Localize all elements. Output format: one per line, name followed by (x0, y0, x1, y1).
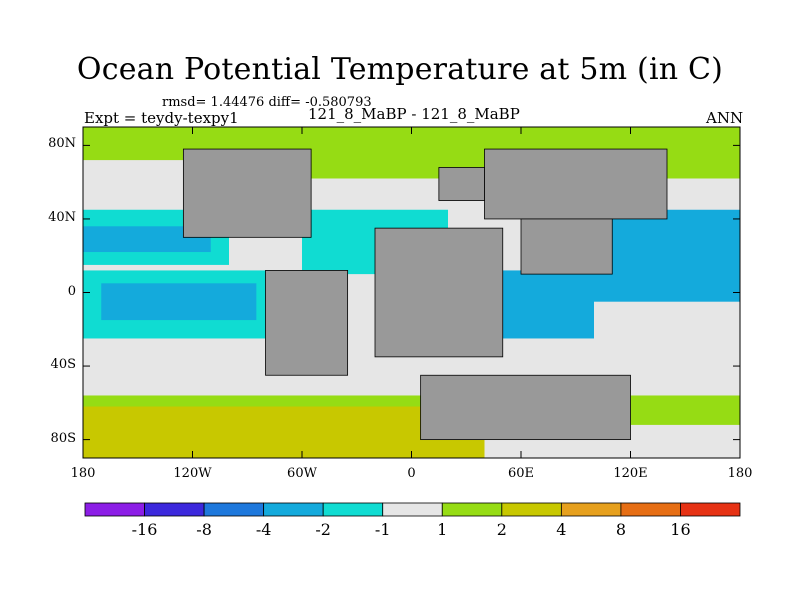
colorbar-bin (501, 502, 562, 517)
y-tick-label: 40N (48, 209, 76, 225)
colorbar-bin (560, 502, 622, 517)
x-tick-label: 60E (507, 466, 535, 481)
x-tick-label: 120W (173, 466, 212, 481)
colorbar-bin (144, 502, 205, 517)
colorbar-label: 1 (437, 520, 448, 539)
colorbar-bin (263, 502, 324, 517)
y-tick-label: 40S (50, 357, 76, 373)
colorbar-label: -4 (255, 520, 272, 539)
colorbar-label: -1 (374, 520, 391, 539)
tick-layer (82, 127, 741, 458)
colorbar-label: -8 (196, 520, 212, 539)
x-tick-label: 180 (727, 466, 753, 481)
x-tick-label: 180 (70, 466, 96, 481)
colorbar-label: -16 (131, 520, 158, 539)
colorbar-label: 8 (615, 520, 626, 539)
land-india-asia (520, 218, 613, 275)
colorbar-bin (84, 502, 145, 517)
colorbar-bin (680, 502, 741, 517)
comparison-label: 121_8_MaBP - 121_8_MaBP (308, 105, 520, 123)
field-equatorial-pacific-blue (101, 283, 257, 321)
y-tick-label: 80N (48, 136, 76, 152)
land-africa (374, 227, 504, 358)
colorbar-bin (382, 502, 443, 517)
x-tick-label: 120E (613, 466, 648, 481)
colorbar-bin (203, 502, 265, 517)
field-west-pacific-blue (594, 209, 740, 302)
colorbar (84, 502, 741, 517)
x-tick-label: 60W (287, 466, 317, 481)
field-antarctic-yellow (83, 406, 485, 458)
land-south-america (265, 270, 349, 376)
land-australia-antarctica (420, 374, 631, 441)
colorbar-bin (441, 502, 503, 517)
y-tick-label: 80S (50, 430, 76, 446)
colorbar-bin (620, 502, 681, 517)
colorbar-label: 16 (670, 520, 691, 539)
colorbar-label: 4 (556, 520, 567, 539)
experiment-label: Expt = teydy-texpy1 (84, 109, 239, 127)
plot-layer (82, 126, 741, 459)
land-north-america (182, 148, 312, 238)
stats-text: rmsd= 1.44476 diff= -0.580793 (162, 95, 372, 110)
colorbar-label: -2 (315, 520, 331, 539)
colorbar-bin (322, 502, 384, 517)
y-tick-label: 0 (67, 283, 76, 299)
season-label: ANN (706, 109, 744, 127)
colorbar-label: 2 (496, 520, 507, 539)
x-tick-label: 0 (407, 466, 416, 481)
chart-title: Ocean Potential Temperature at 5m (in C) (76, 52, 724, 87)
land-eurasia (484, 148, 668, 220)
land-greenland (438, 167, 485, 201)
